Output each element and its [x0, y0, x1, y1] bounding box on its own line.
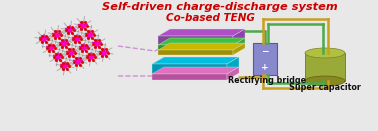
Ellipse shape: [305, 48, 345, 58]
Polygon shape: [158, 50, 233, 55]
Bar: [253, 43, 277, 75]
Polygon shape: [158, 43, 245, 50]
Polygon shape: [227, 67, 239, 80]
Polygon shape: [158, 38, 245, 45]
Polygon shape: [152, 67, 239, 74]
Polygon shape: [158, 29, 245, 36]
Text: Super capacitor: Super capacitor: [289, 83, 361, 92]
Text: Co-based TENG: Co-based TENG: [166, 13, 254, 23]
Text: Self-driven charge-discharge system: Self-driven charge-discharge system: [102, 2, 338, 12]
Polygon shape: [152, 74, 227, 80]
Polygon shape: [233, 38, 245, 50]
Text: +: +: [261, 62, 269, 72]
Polygon shape: [152, 64, 227, 74]
Ellipse shape: [305, 76, 345, 86]
Bar: [305, 53, 345, 81]
Polygon shape: [158, 36, 233, 45]
Polygon shape: [227, 57, 239, 74]
Text: −: −: [261, 47, 269, 56]
Polygon shape: [152, 57, 239, 64]
Polygon shape: [158, 45, 233, 50]
Text: Rectifying bridge: Rectifying bridge: [228, 76, 306, 85]
Polygon shape: [233, 43, 245, 55]
Polygon shape: [233, 29, 245, 45]
